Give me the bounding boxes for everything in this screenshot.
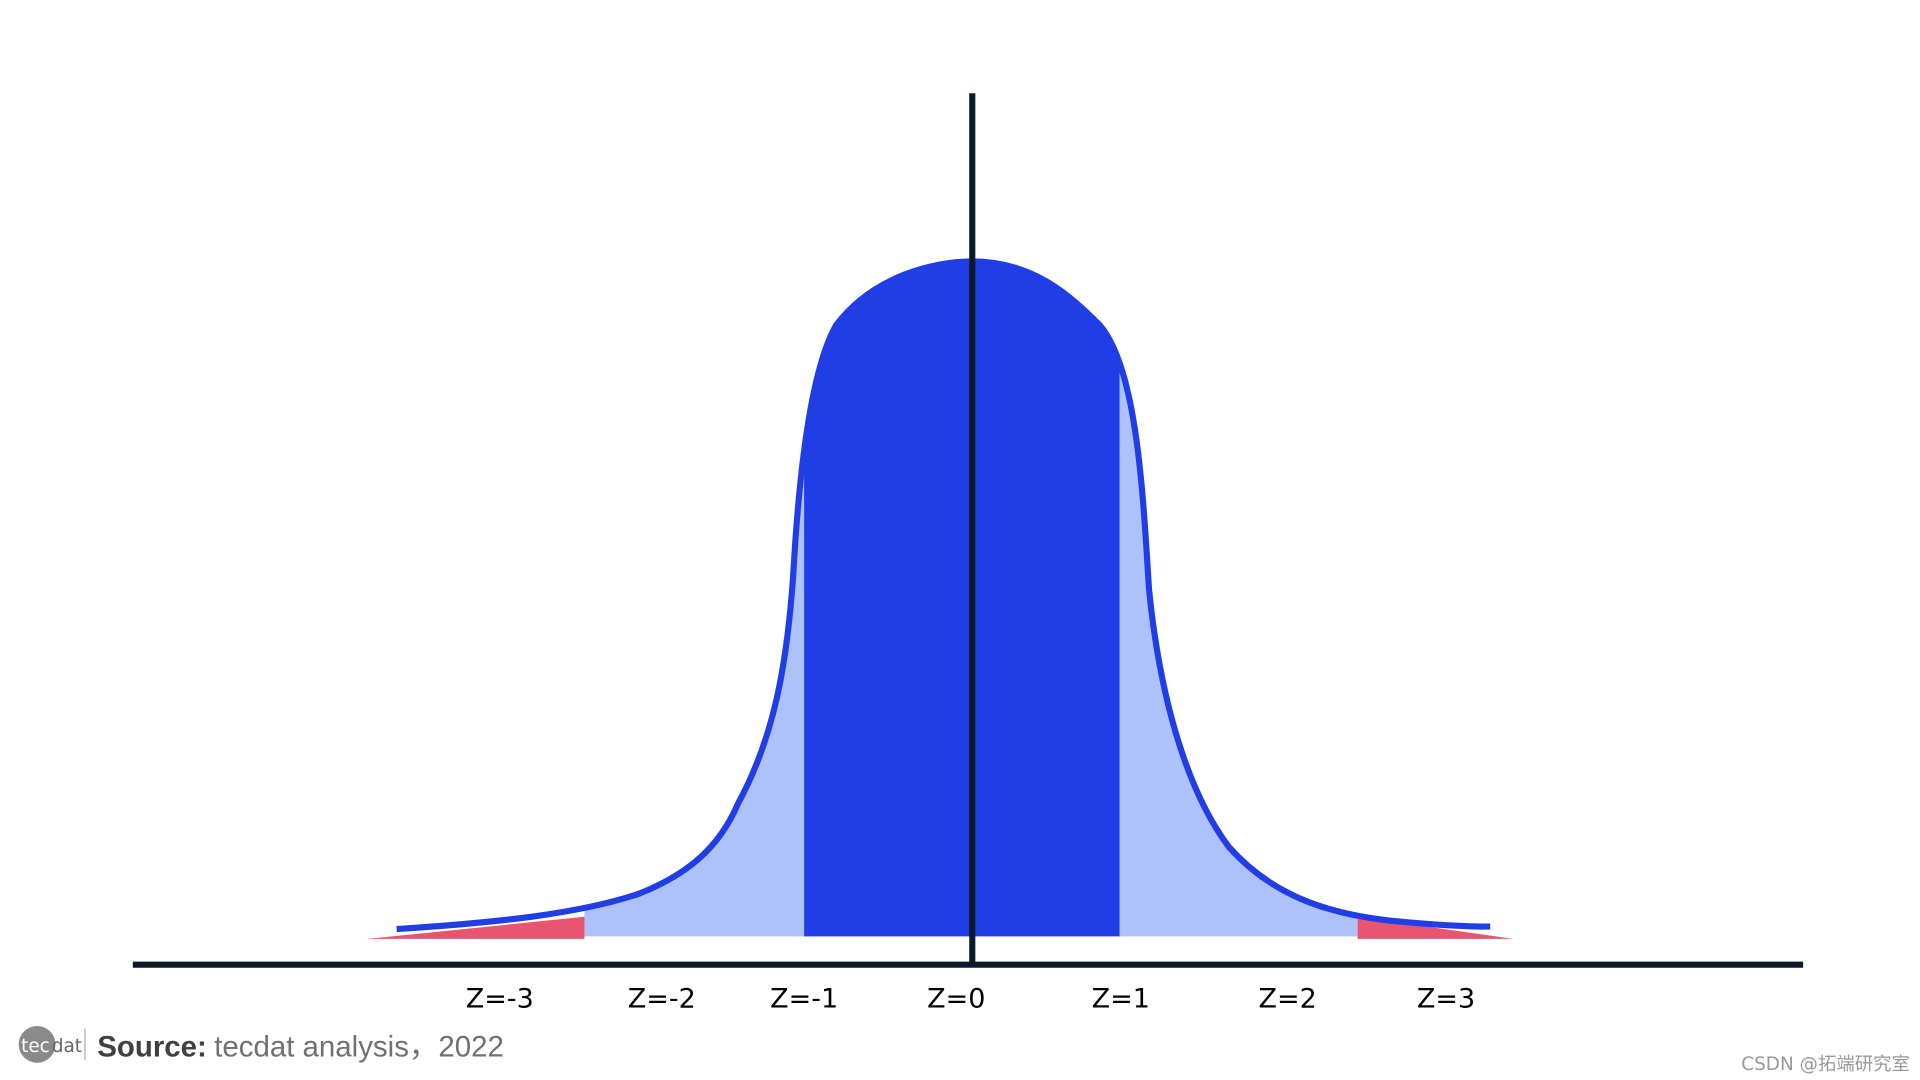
z-label: Z=0 <box>927 984 985 1015</box>
watermark: CSDN @拓端研究室 <box>1741 1054 1910 1075</box>
z-label: Z=-1 <box>770 984 838 1015</box>
source-text: tecdat analysis，2022 <box>214 1031 504 1064</box>
dark-region <box>804 261 1120 937</box>
z-label: Z=-2 <box>628 984 696 1015</box>
logo-circle <box>18 1026 56 1063</box>
z-label: Z=-3 <box>466 984 534 1015</box>
z-label: Z=1 <box>1092 984 1150 1015</box>
z-label: Z=2 <box>1259 984 1317 1015</box>
logo-text: tec <box>21 1036 50 1057</box>
logo-text: dat <box>52 1036 82 1057</box>
z-label: Z=3 <box>1417 984 1475 1015</box>
source: Source: tecdat analysis，2022 <box>97 1031 504 1064</box>
curve-fills <box>367 261 1514 939</box>
source-label: Source: <box>97 1031 207 1064</box>
logo: tec dat <box>18 1026 86 1063</box>
